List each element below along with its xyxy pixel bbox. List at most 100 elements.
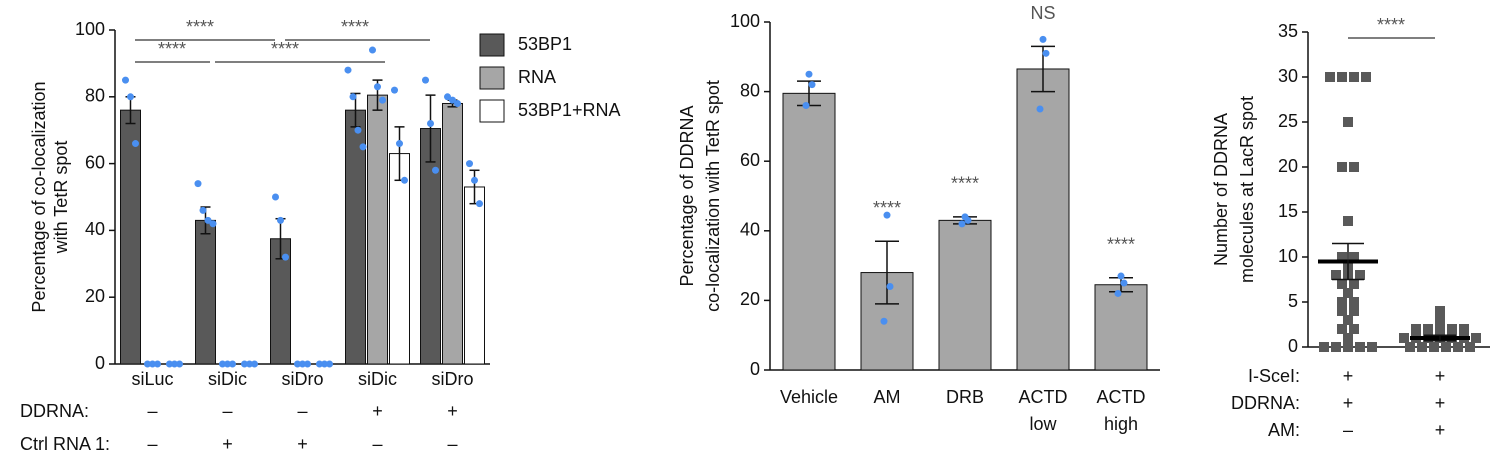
x-tick-label: ACTD: [1019, 387, 1068, 407]
annotation: ****: [873, 198, 901, 218]
annotation: ****: [1107, 235, 1135, 255]
data-point: [1447, 324, 1457, 334]
bar: [938, 219, 992, 371]
data-point: [1114, 289, 1122, 297]
data-point: [1325, 72, 1335, 82]
y-tick-label: 0: [95, 353, 105, 373]
data-point: [154, 360, 161, 368]
data-point: [1441, 342, 1451, 352]
data-point: [883, 211, 891, 219]
bar: [420, 128, 441, 365]
data-point: [194, 180, 202, 188]
y-axis-label: with TetR spot: [51, 141, 71, 255]
row-label: I-SceI:: [1248, 366, 1300, 386]
data-point: [1120, 279, 1128, 287]
data-point: [886, 282, 894, 290]
row-value: –: [222, 401, 232, 421]
annotation: ****: [951, 174, 979, 194]
data-point: [349, 93, 357, 101]
row-value: +: [1435, 366, 1446, 386]
data-point: [171, 360, 178, 368]
row-value: +: [372, 401, 383, 421]
x-tick-label: siDro: [431, 369, 473, 389]
data-point: [316, 360, 323, 368]
data-point: [454, 99, 461, 107]
data-point: [359, 143, 367, 151]
x-tick-label: siDic: [208, 369, 247, 389]
data-point: [1411, 324, 1421, 334]
row-value: –: [447, 434, 457, 454]
data-point: [476, 200, 483, 208]
data-point: [1361, 72, 1371, 82]
row-value: +: [297, 434, 308, 454]
x-tick-label: siDro: [281, 369, 323, 389]
row-value: –: [1343, 420, 1353, 440]
y-tick-label: 40: [85, 219, 105, 239]
y-tick-label: 30: [1278, 66, 1298, 86]
data-point: [1337, 297, 1347, 307]
data-point: [391, 86, 398, 94]
data-point: [1471, 333, 1481, 343]
data-point: [1465, 342, 1475, 352]
data-point: [1355, 342, 1365, 352]
data-point: [326, 360, 333, 368]
bar: [120, 109, 141, 365]
data-point: [321, 360, 328, 368]
bar: [442, 102, 463, 365]
data-point: [1423, 324, 1433, 334]
y-tick-label: 100: [75, 19, 105, 39]
row-value: –: [147, 434, 157, 454]
data-point: [449, 96, 456, 104]
y-axis-label: co-localization with TetR spot: [703, 80, 723, 312]
data-point: [427, 120, 434, 128]
data-point: [1367, 342, 1377, 352]
data-point: [1039, 35, 1047, 43]
data-point: [199, 206, 207, 214]
data-point: [209, 220, 217, 228]
data-point: [880, 317, 888, 325]
data-point: [471, 176, 478, 184]
data-point: [272, 193, 279, 201]
data-point: [808, 81, 816, 89]
data-point: [1435, 324, 1445, 334]
x-tick-label: siLuc: [131, 369, 173, 389]
data-point: [1343, 333, 1353, 343]
data-point: [369, 46, 376, 54]
data-point: [1117, 272, 1125, 280]
sig-label: ****: [271, 39, 299, 59]
data-point: [344, 66, 352, 74]
sig-label: ****: [1377, 15, 1405, 35]
data-point: [432, 166, 439, 174]
row-value: –: [147, 401, 157, 421]
y-tick-label: 0: [750, 359, 760, 379]
y-axis-label: Number of DDRNA: [1211, 113, 1231, 266]
x-tick-label: low: [1029, 414, 1057, 434]
data-point: [958, 220, 966, 228]
data-point: [964, 216, 972, 224]
row-value: +: [1435, 393, 1446, 413]
bar: [782, 92, 836, 371]
x-tick-label: DRB: [946, 387, 984, 407]
y-tick-label: 35: [1278, 21, 1298, 41]
data-point: [224, 360, 231, 368]
x-tick-label: ACTD: [1097, 387, 1146, 407]
y-tick-label: 0: [1288, 336, 1298, 356]
data-point: [1337, 279, 1347, 289]
data-point: [374, 83, 381, 91]
bar: [367, 94, 388, 365]
row-label: AM:: [1268, 420, 1300, 440]
data-point: [466, 160, 473, 168]
data-point: [304, 360, 311, 368]
data-point: [1337, 306, 1347, 316]
data-point: [1343, 288, 1353, 298]
data-point: [1349, 252, 1359, 262]
data-point: [1343, 117, 1353, 127]
data-point: [354, 126, 362, 134]
legend-swatch: [479, 66, 505, 90]
y-tick-label: 60: [740, 150, 760, 170]
y-axis-label: Percentage of co-localization: [29, 81, 49, 312]
y-tick-label: 60: [85, 152, 105, 172]
x-tick-label: siDic: [358, 369, 397, 389]
data-point: [1349, 324, 1359, 334]
